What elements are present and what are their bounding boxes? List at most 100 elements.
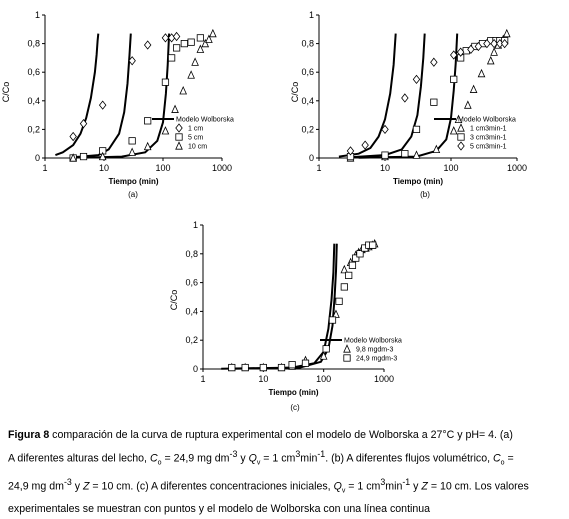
data-point <box>401 150 409 158</box>
y-tick-label: 0,2 <box>27 124 40 134</box>
x-tick-label: 1 <box>200 374 205 384</box>
y-tick-label: 0,4 <box>301 96 314 106</box>
data-point <box>469 84 478 93</box>
data-point <box>450 50 458 60</box>
figure-caption: Figura 8 comparación de la curva de rupt… <box>8 426 561 519</box>
data-point <box>319 351 328 360</box>
data-point <box>401 93 409 103</box>
data-point <box>348 261 357 269</box>
data-point <box>79 119 88 129</box>
data-point <box>449 126 458 135</box>
data-point <box>98 151 107 161</box>
legend-label: 5 cm <box>188 135 203 142</box>
y-axis-label: C/Co <box>169 290 179 311</box>
caption-text: = 10 cm. Los valores <box>427 480 529 493</box>
caption-superscript: 3 <box>295 449 301 459</box>
caption-superscript: 3 <box>380 476 386 487</box>
legend-label: Modelo Wolborska <box>176 117 234 124</box>
data-point <box>381 124 389 135</box>
x-axis-label: Tiempo (min) <box>393 177 443 186</box>
caption-symbol: Z <box>83 480 90 493</box>
caption-symbol: Z <box>421 480 428 493</box>
legend-marker <box>457 123 465 132</box>
caption-text: = 1 cm <box>260 452 296 465</box>
x-tick-label: 100 <box>316 374 331 384</box>
caption-superscript: -3 <box>229 449 238 459</box>
data-point <box>430 98 438 106</box>
data-point <box>161 78 170 86</box>
y-tick-label: 0 <box>193 364 198 374</box>
legend-label: 3 cm3min-1 <box>470 135 507 142</box>
y-tick-label: 0 <box>35 153 40 163</box>
data-point <box>172 31 181 42</box>
data-point <box>328 316 337 324</box>
caption-superscript: -3 <box>63 476 72 487</box>
caption-text: min <box>385 480 403 493</box>
data-point <box>356 250 364 258</box>
x-tick-label: 1000 <box>212 163 232 173</box>
legend-label: 10 cm <box>188 144 207 151</box>
chart-panel-2: 0 0,2 0,4 0,6 0,8 1 1 10 100 1000 Tiempo (min) C/Co… <box>290 10 527 199</box>
data-point <box>196 44 205 53</box>
model-curve <box>55 33 100 157</box>
caption-symbol: Q <box>248 452 257 465</box>
data-point <box>143 141 152 151</box>
y-tick-label: 1 <box>193 220 198 230</box>
legend-label: 1 cm3min-1 <box>470 126 507 133</box>
data-point <box>143 40 152 50</box>
y-tick-label: 0,8 <box>185 249 198 259</box>
y-tick-label: 0,6 <box>301 67 314 77</box>
caption-text: y <box>237 452 249 465</box>
data-point <box>228 363 236 372</box>
model-curve <box>73 33 132 159</box>
data-point <box>432 144 441 154</box>
data-point <box>412 150 421 159</box>
y-tick-label: 0 <box>309 153 314 163</box>
x-tick-label: 1000 <box>374 374 394 384</box>
data-point <box>187 70 195 79</box>
data-point <box>490 38 498 49</box>
data-point <box>171 104 179 113</box>
legend-label: Modelo Wolborska <box>344 338 402 345</box>
data-point <box>128 147 136 156</box>
y-tick-label: 0,8 <box>301 39 314 49</box>
legend-label: 24,9 mgdm-3 <box>356 356 397 363</box>
data-point <box>346 146 355 156</box>
data-point <box>128 56 136 66</box>
data-point <box>454 114 463 123</box>
data-point <box>340 283 348 291</box>
legend-label: 1 cm <box>188 126 203 133</box>
legend-label: 5 cm3min-1 <box>470 144 507 151</box>
data-point <box>241 363 249 372</box>
y-tick-label: 0,2 <box>301 124 314 134</box>
data-point <box>205 34 213 43</box>
y-tick-label: 0,4 <box>27 96 40 106</box>
caption-superscript: -1 <box>402 476 411 487</box>
data-point <box>168 54 176 62</box>
caption-symbol: C <box>493 452 501 465</box>
caption-figure-label: Figura 8 <box>8 429 50 441</box>
data-point <box>180 40 188 48</box>
model-curve <box>231 243 338 370</box>
y-tick-label: 0,6 <box>27 67 40 77</box>
y-tick-label: 0,2 <box>185 335 198 345</box>
caption-text: = 24,9 mg dm <box>161 452 230 465</box>
data-point <box>474 41 483 52</box>
legend: Modelo Wolborska 1 cm3min-1 3 cm3min-1 5 cm… <box>434 117 516 151</box>
data-point <box>486 55 495 65</box>
model-curve <box>358 33 459 159</box>
data-point <box>456 47 465 57</box>
data-point <box>172 44 181 52</box>
caption-subscript: v <box>256 459 261 467</box>
data-point <box>381 151 389 159</box>
y-axis-label: C/Co <box>1 82 11 103</box>
legend-marker <box>343 354 351 362</box>
data-point <box>430 57 438 67</box>
y-tick-label: 1 <box>35 10 40 20</box>
data-point <box>502 28 511 38</box>
data-point <box>500 38 509 49</box>
model-curve <box>80 33 171 159</box>
data-point <box>277 363 286 372</box>
caption-text: experimentales se muestran con puntos y … <box>8 503 431 516</box>
legend: Modelo Wolborska 1 cm 5 cm 10 cm <box>152 117 234 151</box>
